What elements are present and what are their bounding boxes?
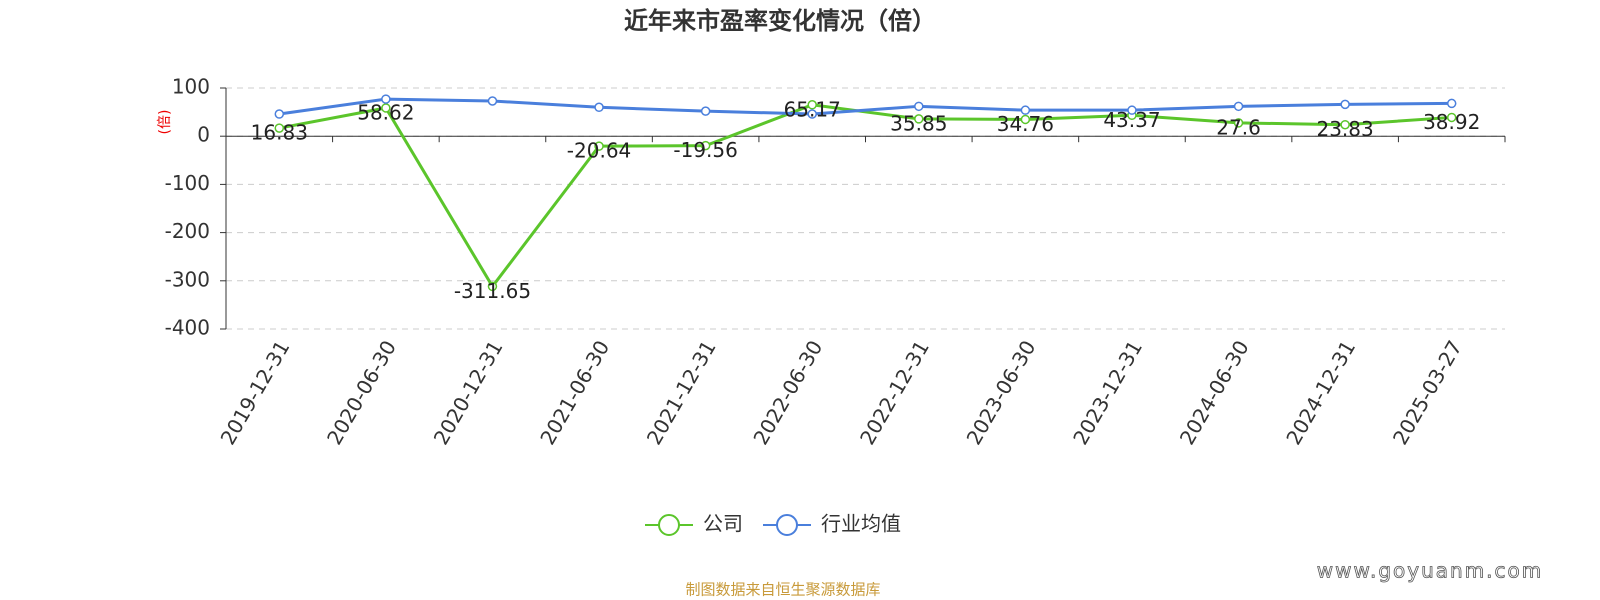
data-point <box>274 123 285 133</box>
data-point <box>1340 119 1350 130</box>
legend-marker <box>776 514 798 536</box>
data-point <box>1233 118 1244 128</box>
data-point <box>807 109 817 119</box>
x-tick-label: 2020-12-31 <box>429 336 508 449</box>
data-point <box>807 100 817 110</box>
x-tick-label: 2024-12-31 <box>1281 336 1360 449</box>
x-tick-label: 2024-06-30 <box>1175 336 1254 449</box>
legend-marker <box>658 514 680 536</box>
y-tick-label: -200 <box>165 219 210 243</box>
data-point <box>381 103 391 113</box>
data-point <box>1020 105 1031 115</box>
data-point <box>700 140 711 151</box>
x-tick-label: 2020-06-30 <box>322 336 401 449</box>
y-tick-label: -100 <box>165 171 210 195</box>
data-label: 65.17 <box>784 97 841 121</box>
x-tick-label: 2022-12-31 <box>855 336 934 449</box>
x-tick-label: 2019-12-31 <box>215 336 294 449</box>
data-label: 58.62 <box>357 100 414 124</box>
y-tick-label: -400 <box>165 316 210 340</box>
data-label: 16.83 <box>251 121 308 145</box>
data-point <box>487 96 498 106</box>
data-label: 38.92 <box>1423 110 1480 134</box>
data-label: 27.6 <box>1216 115 1261 139</box>
data-label: 23.83 <box>1316 117 1373 141</box>
legend-label: 公司 <box>703 512 743 536</box>
data-point <box>1020 114 1031 125</box>
data-point <box>381 94 391 104</box>
chart-title: 近年来市盈率变化情况（倍） <box>624 7 936 35</box>
data-label: 34.76 <box>997 112 1054 136</box>
data-point <box>487 281 498 292</box>
data-label: -311.65 <box>454 279 531 303</box>
y-tick-label: 100 <box>172 75 210 99</box>
y-tick-label: 0 <box>197 123 210 147</box>
data-point <box>1340 99 1350 110</box>
x-tick-label: 2023-12-31 <box>1068 336 1147 449</box>
y-tick-label: -300 <box>165 267 210 291</box>
data-point <box>914 114 924 124</box>
x-tick-label: 2022-06-30 <box>748 336 827 449</box>
data-label: -19.56 <box>673 138 737 162</box>
data-label: 43.37 <box>1103 108 1160 132</box>
source-note: 制图数据来自恒生聚源数据库 <box>685 581 880 599</box>
watermark: www.goyuanm.com <box>1317 559 1544 583</box>
y-axis-label: (倍) <box>157 110 173 135</box>
series-line <box>279 103 1452 290</box>
data-label: 35.85 <box>890 111 947 135</box>
data-label: -20.64 <box>567 139 631 163</box>
data-point <box>274 109 285 119</box>
x-tick-label: 2021-12-31 <box>642 336 721 449</box>
data-point <box>1127 105 1137 115</box>
legend-label: 行业均值 <box>821 512 901 536</box>
data-point <box>1233 101 1244 112</box>
data-point <box>1446 98 1457 109</box>
x-tick-label: 2025-03-27 <box>1388 336 1467 449</box>
x-tick-label: 2021-06-30 <box>535 336 614 449</box>
data-point <box>594 141 604 151</box>
data-point <box>594 102 604 113</box>
data-point <box>1446 112 1457 123</box>
series-line <box>279 97 1452 116</box>
x-tick-label: 2023-06-30 <box>962 336 1041 449</box>
data-point <box>700 106 711 116</box>
data-point <box>914 101 924 112</box>
